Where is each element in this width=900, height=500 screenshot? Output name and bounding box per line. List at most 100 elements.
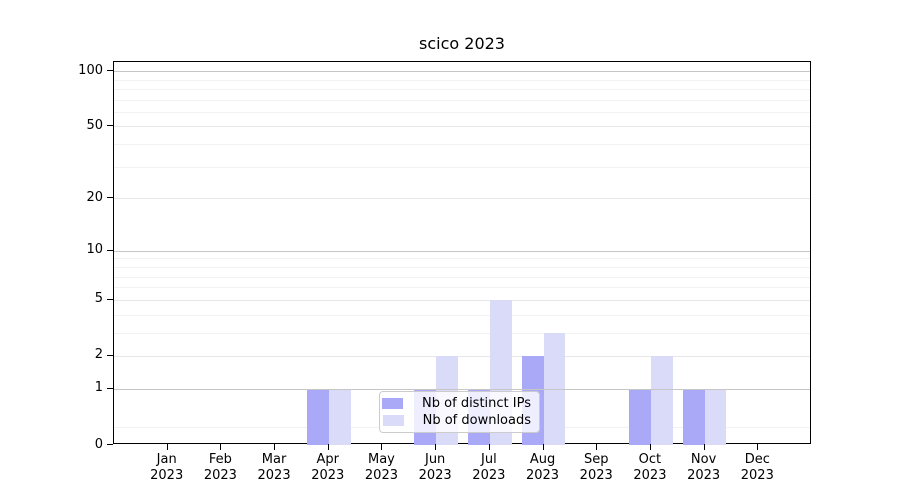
- bar-ips-nov: [682, 388, 705, 445]
- plot-area: [113, 61, 811, 445]
- y-tick-2: [107, 354, 113, 356]
- y-tick-label-2: 2: [94, 347, 103, 363]
- x-tick-label-jul: Jul 2023: [459, 452, 519, 484]
- x-tick-jun: [435, 444, 437, 450]
- gridline-1: [114, 388, 810, 390]
- x-tick-label-line: Sep: [583, 452, 609, 467]
- legend-swatch-distinct-ips: [382, 398, 404, 409]
- gridline-10: [114, 250, 810, 252]
- x-tick-label-line: Mar: [261, 452, 287, 467]
- x-tick-label-line: Dec: [744, 452, 770, 467]
- bar-downloads-apr: [328, 388, 351, 445]
- gridline-minor: [114, 258, 810, 260]
- y-tick-label-50: 50: [86, 117, 103, 133]
- y-tick-10: [107, 249, 113, 251]
- gridline-minor: [114, 332, 810, 334]
- gridline-minor: [114, 79, 810, 81]
- x-tick-label-mar: Mar 2023: [244, 452, 304, 484]
- x-tick-label-line: Feb: [208, 452, 232, 467]
- x-tick-feb: [220, 444, 222, 450]
- gridline-100: [114, 71, 810, 73]
- x-tick-label-oct: Oct 2023: [620, 452, 680, 484]
- x-tick-label-line: May: [368, 452, 395, 467]
- x-tick-label-sep: Sep 2023: [566, 452, 626, 484]
- x-tick-label-jan: Jan 2023: [137, 452, 197, 484]
- x-tick-label-line: Jun: [424, 452, 446, 467]
- y-tick-1: [107, 387, 113, 389]
- x-tick-oct: [649, 444, 651, 450]
- x-tick-label-line: 2023: [740, 468, 774, 483]
- x-tick-jul: [488, 444, 490, 450]
- y-tick-label-0: 0: [94, 436, 103, 452]
- x-tick-label-line: 2023: [150, 468, 184, 483]
- legend-swatch-downloads: [382, 415, 404, 426]
- y-tick-20: [107, 197, 113, 199]
- legend: Nb of distinct IPs Nb of downloads: [379, 391, 540, 433]
- x-tick-label-line: 2023: [311, 468, 345, 483]
- chart-title: scico 2023: [419, 34, 505, 53]
- gridline-minor: [114, 166, 810, 168]
- x-tick-label-apr: Apr 2023: [298, 452, 358, 484]
- y-tick-label-100: 100: [78, 62, 103, 78]
- x-tick-nov: [703, 444, 705, 450]
- bar-downloads-nov: [704, 388, 727, 445]
- gridline-minor: [114, 144, 810, 146]
- gridlines-minor-layer: [114, 62, 810, 443]
- y-tick-100: [107, 70, 113, 72]
- x-tick-label-aug: Aug 2023: [513, 452, 573, 484]
- gridline-minor: [114, 111, 810, 113]
- y-tick-50: [107, 125, 113, 127]
- x-tick-label-jun: Jun 2023: [405, 452, 465, 484]
- x-tick-label-line: 2023: [633, 468, 667, 483]
- x-tick-label-feb: Feb 2023: [190, 452, 250, 484]
- x-tick-label-line: Jul: [481, 452, 497, 467]
- x-tick-label-line: Apr: [316, 452, 340, 467]
- bar-ips-oct: [629, 388, 651, 445]
- bar-downloads-oct: [650, 355, 673, 445]
- gridline-minor: [114, 287, 810, 289]
- bar-ips-apr: [306, 388, 329, 445]
- x-tick-label-may: May 2023: [351, 452, 411, 484]
- x-tick-mar: [274, 444, 276, 450]
- y-tick-5: [107, 298, 113, 300]
- gridline-minor: [114, 266, 810, 268]
- x-tick-label-line: Nov: [690, 452, 717, 467]
- x-tick-label-nov: Nov 2023: [674, 452, 734, 484]
- gridline-20: [114, 198, 810, 200]
- x-tick-label-line: 2023: [687, 468, 721, 483]
- x-tick-label-line: 2023: [579, 468, 613, 483]
- x-tick-label-line: 2023: [418, 468, 452, 483]
- x-tick-label-dec: Dec 2023: [727, 452, 787, 484]
- x-tick-label-line: 2023: [525, 468, 560, 483]
- y-tick-label-1: 1: [94, 380, 103, 396]
- x-tick-may: [381, 444, 383, 450]
- x-tick-jan: [166, 444, 168, 450]
- y-tick-label-20: 20: [86, 189, 103, 205]
- x-tick-label-line: Jan: [156, 452, 177, 467]
- x-tick-label-line: 2023: [203, 468, 237, 483]
- legend-label-distinct-ips: Nb of distinct IPs: [422, 396, 531, 411]
- y-tick-0: [107, 444, 113, 445]
- x-tick-label-line: 2023: [472, 468, 506, 483]
- legend-label-downloads: Nb of downloads: [422, 413, 531, 428]
- gridlines-major-layer: [114, 62, 810, 443]
- gridline-minor: [114, 88, 810, 90]
- x-tick-sep: [596, 444, 598, 450]
- gridline-minor: [114, 314, 810, 316]
- x-tick-label-line: Aug: [529, 452, 556, 467]
- legend-item-downloads: Nb of downloads: [382, 413, 531, 428]
- gridline-50: [114, 126, 810, 128]
- legend-item-distinct-ips: Nb of distinct IPs: [382, 396, 531, 411]
- y-tick-label-5: 5: [94, 291, 103, 307]
- gridline-minor: [114, 276, 810, 278]
- x-tick-label-line: 2023: [364, 468, 398, 483]
- gridline-5: [114, 299, 810, 301]
- x-tick-aug: [542, 444, 544, 450]
- x-tick-label-line: 2023: [257, 468, 291, 483]
- x-tick-label-line: Oct: [638, 452, 662, 467]
- gridline-minor: [114, 99, 810, 101]
- x-tick-apr: [327, 444, 329, 450]
- gridline-2: [114, 355, 810, 357]
- x-tick-dec: [757, 444, 759, 450]
